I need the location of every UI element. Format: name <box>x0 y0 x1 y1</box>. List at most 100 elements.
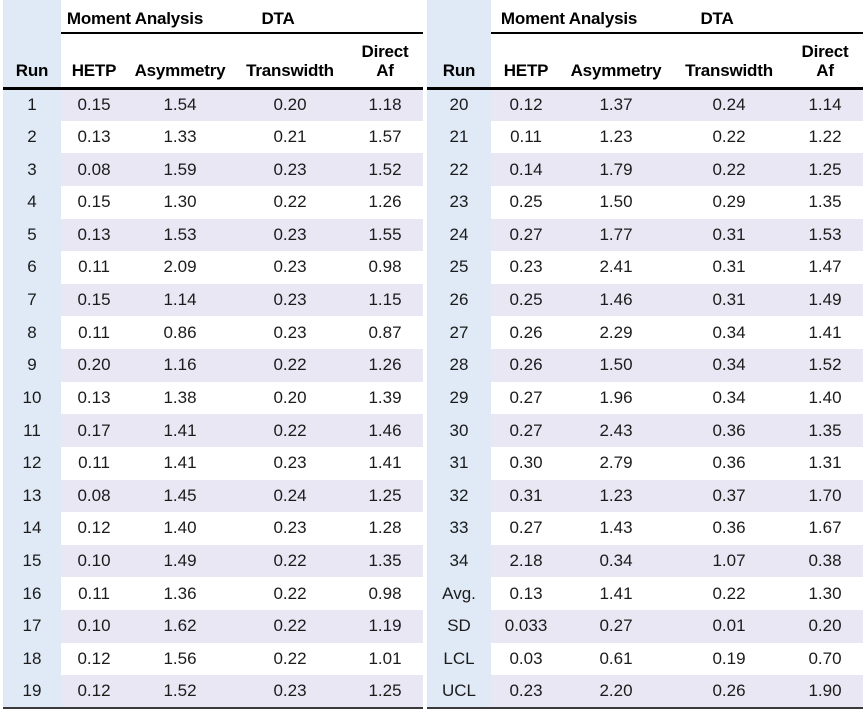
value-cell: 0.29 <box>671 185 788 219</box>
column-header-transwidth: Transwidth <box>671 33 788 90</box>
value-cell: 0.12 <box>61 642 127 676</box>
value-cell: 0.36 <box>671 512 788 545</box>
value-cell: 0.36 <box>671 446 788 480</box>
value-cell: 0.26 <box>671 675 788 709</box>
table-row: 28 0.26 1.50 0.34 1.52 <box>427 349 863 382</box>
value-cell: 1.41 <box>127 414 233 447</box>
value-cell: 0.23 <box>491 675 562 709</box>
value-cell: 1.54 <box>127 88 233 121</box>
value-cell: 0.23 <box>233 675 347 709</box>
run-label-cell: 31 <box>427 446 492 480</box>
value-cell: 0.25 <box>491 283 562 317</box>
run-label-cell: 33 <box>427 512 492 545</box>
value-cell: 1.16 <box>127 349 233 382</box>
value-cell: 0.23 <box>233 446 347 480</box>
run-label-cell: 4 <box>3 185 61 219</box>
value-cell: 1.23 <box>561 120 672 154</box>
value-cell: 1.25 <box>787 153 863 186</box>
value-cell: 0.10 <box>61 610 127 643</box>
value-cell: 1.25 <box>347 675 424 709</box>
run-label-cell: Avg. <box>427 577 492 610</box>
run-label-cell: 9 <box>3 349 61 382</box>
table-row: 14 0.12 1.40 0.23 1.28 <box>3 512 424 545</box>
run-label-cell: 30 <box>427 414 492 447</box>
value-cell: 0.13 <box>61 381 127 415</box>
value-cell: 0.24 <box>233 479 347 513</box>
value-cell: 1.41 <box>127 446 233 480</box>
run-label-cell: LCL <box>427 642 492 676</box>
value-cell: 0.27 <box>491 381 562 415</box>
value-cell: 1.30 <box>127 185 233 219</box>
value-cell: 0.20 <box>233 88 347 121</box>
direct-af-line2: Af <box>376 60 394 80</box>
group-header-row: Moment Analysis DTA <box>427 0 863 34</box>
table-row: Avg. 0.13 1.41 0.22 1.30 <box>427 577 863 610</box>
value-cell: 2.41 <box>561 251 672 284</box>
value-cell: 0.01 <box>671 610 788 643</box>
value-cell: 0.70 <box>787 642 863 676</box>
table-row: 25 0.23 2.41 0.31 1.47 <box>427 251 863 284</box>
value-cell: 0.98 <box>347 577 424 610</box>
value-cell: 0.22 <box>233 577 347 610</box>
run-label-cell: 6 <box>3 251 61 284</box>
value-cell: 1.56 <box>127 642 233 676</box>
value-cell: 1.96 <box>561 381 672 415</box>
run-label-cell: 3 <box>3 153 61 186</box>
value-cell: 1.53 <box>127 218 233 252</box>
value-cell: 0.08 <box>61 153 127 186</box>
run-label-cell: 34 <box>427 544 492 578</box>
group-header-moment-analysis: Moment Analysis <box>61 0 233 34</box>
column-header-asymmetry: Asymmetry <box>561 33 672 90</box>
value-cell: 2.20 <box>561 675 672 709</box>
value-cell: 0.34 <box>671 349 788 382</box>
table-row: 22 0.14 1.79 0.22 1.25 <box>427 153 863 186</box>
value-cell: 0.22 <box>233 642 347 676</box>
value-cell: 1.45 <box>127 479 233 513</box>
run-label-cell: 21 <box>427 120 492 154</box>
value-cell: 0.11 <box>61 577 127 610</box>
value-cell: 1.26 <box>347 349 424 382</box>
value-cell: 0.34 <box>671 381 788 415</box>
table-row: 21 0.11 1.23 0.22 1.22 <box>427 120 863 154</box>
table-row: 2 0.13 1.33 0.21 1.57 <box>3 120 424 154</box>
value-cell: 1.59 <box>127 153 233 186</box>
column-header-row: Run HETP Asymmetry Transwidth Direct Af <box>3 33 424 90</box>
run-label-cell: 1 <box>3 88 61 121</box>
value-cell: 0.27 <box>491 218 562 252</box>
run-label-cell: 28 <box>427 349 492 382</box>
value-cell: 0.37 <box>671 479 788 513</box>
column-header-direct-af: Direct Af <box>347 33 424 90</box>
table-body-left: 1 0.15 1.54 0.20 1.18 2 0.13 1.33 0.21 1.57 3 0.08 1… <box>3 88 424 709</box>
value-cell: 0.31 <box>671 218 788 252</box>
value-cell: 0.10 <box>61 544 127 578</box>
value-cell: 0.86 <box>127 316 233 349</box>
value-cell: 0.22 <box>671 577 788 610</box>
run-label-cell: 29 <box>427 381 492 415</box>
table-row: 1 0.15 1.54 0.20 1.18 <box>3 88 424 121</box>
value-cell: 1.15 <box>347 283 424 317</box>
value-cell: 0.26 <box>491 316 562 349</box>
run-label-cell: 19 <box>3 675 61 709</box>
run-label-cell: 7 <box>3 283 61 317</box>
value-cell: 1.14 <box>127 283 233 317</box>
run-label-cell: 22 <box>427 153 492 186</box>
value-cell: 1.49 <box>127 544 233 578</box>
run-label-cell: 26 <box>427 283 492 317</box>
run-label-cell: 20 <box>427 88 492 121</box>
table-row: SD 0.033 0.27 0.01 0.20 <box>427 610 863 643</box>
value-cell: 1.37 <box>561 88 672 121</box>
run-label-cell: 8 <box>3 316 61 349</box>
column-header-run: Run <box>3 33 61 90</box>
value-cell: 0.25 <box>491 185 562 219</box>
value-cell: 0.11 <box>61 446 127 480</box>
table-header-right: Moment Analysis DTA Run HETP Asymmetry T… <box>427 0 863 90</box>
value-cell: 0.23 <box>233 512 347 545</box>
value-cell: 0.12 <box>61 675 127 709</box>
column-header-run: Run <box>427 33 492 90</box>
table-header-left: Moment Analysis DTA Run HETP Asymmetry T… <box>3 0 424 90</box>
value-cell: 1.39 <box>347 381 424 415</box>
value-cell: 0.23 <box>233 251 347 284</box>
table-body-right: 20 0.12 1.37 0.24 1.14 21 0.11 1.23 0.22 1.22 22 0.… <box>427 88 863 709</box>
value-cell: 0.22 <box>233 185 347 219</box>
